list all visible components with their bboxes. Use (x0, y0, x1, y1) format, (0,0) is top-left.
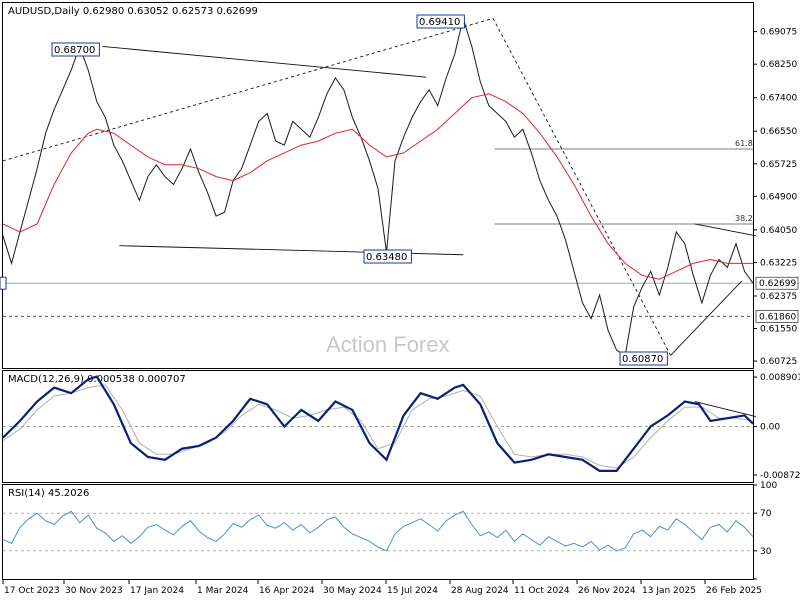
left-price-marker (0, 276, 7, 290)
low-label-1-box (363, 249, 412, 264)
watermark: Action Forex (326, 332, 450, 357)
x-axis: 17 Oct 2023 30 Nov 2023 17 Jan 2024 1 Mar 2… (2, 579, 762, 596)
high-label-1: 0.68700 (54, 45, 95, 56)
low-label-2-box (619, 351, 668, 366)
x-tick-label: 15 Jul 2024 (387, 586, 438, 596)
macd-y-tick-label: 0.008901 (760, 373, 800, 383)
x-tick-label: 13 Jan 2025 (642, 586, 696, 596)
main-y-tick-label: 0.60725 (760, 357, 797, 367)
support-price-tag: 0.61860 (759, 312, 796, 322)
current-price-tag-box (755, 276, 799, 290)
macd-panel-title: MACD(12,26,9) 0.000538 0.000707 (8, 374, 186, 385)
main-y-tick-label: 0.64050 (760, 226, 797, 236)
rsi-panel-frame (2, 484, 754, 580)
x-tick-label: 26 Feb 2025 (706, 586, 762, 596)
moving-average-line (2, 93, 753, 280)
fib-382-label: 38.2 (735, 214, 753, 223)
main-y-tick-label: 0.63225 (760, 258, 797, 268)
rsi-y-tick-label: 100 (760, 481, 777, 491)
rsi-y-tick-label: 70 (760, 509, 772, 519)
main-series (2, 16, 754, 357)
annotations: 0.68700 0.69410 0.63480 0.60870 0.62699 0.618… (0, 14, 799, 366)
rising-support-line (670, 280, 742, 356)
x-tick-label: 16 Apr 2024 (259, 586, 315, 596)
down-dotted-trendline (492, 18, 672, 356)
macd-y-tick-label: -0.008729 (760, 471, 800, 481)
low-label-1: 0.63480 (366, 252, 407, 263)
long-dotted-trendline (2, 17, 494, 162)
current-price-tag: 0.62699 (759, 279, 796, 289)
rsi-series (2, 510, 754, 552)
x-tick-label: 17 Jan 2024 (130, 586, 184, 596)
macd-y-tick-label: 0.00 (760, 423, 780, 433)
main-y-axis: 0.69075 0.68250 0.67400 0.66550 0.65725 0.649… (753, 28, 797, 367)
rsi-line (2, 510, 754, 552)
rsi-y-tick-label: 30 (760, 547, 772, 557)
falling-resistance-line (694, 223, 756, 237)
rsi-y-axis: 100 70 30 (753, 481, 777, 580)
high-label-2: 0.69410 (419, 17, 460, 28)
x-tick-label: 26 Nov 2024 (578, 586, 636, 596)
x-tick-label: 28 Aug 2024 (451, 586, 509, 596)
main-y-tick-label: 0.62375 (760, 292, 797, 302)
macd-series (2, 375, 756, 472)
main-y-tick-label: 0.64900 (760, 192, 797, 202)
macd-main-line (2, 375, 754, 472)
main-y-tick-label: 0.66550 (760, 127, 797, 137)
high-label-2-box (416, 14, 465, 29)
macd-y-axis: 0.008901 0.00 -0.008729 (753, 373, 800, 481)
x-tick-label: 11 Oct 2024 (514, 586, 570, 596)
main-panel-frame (2, 2, 754, 369)
main-y-tick-label: 0.69075 (760, 28, 797, 38)
rsi-panel-title: RSI(14) 45.2026 (8, 488, 89, 499)
macd-divergence-line (694, 401, 756, 417)
high-label-1-box (51, 42, 100, 57)
main-panel-title: AUDUSD,Daily 0.62980 0.63052 0.62573 0.6… (8, 6, 258, 17)
main-y-tick-label: 0.65725 (760, 160, 797, 170)
x-tick-label: 30 May 2024 (323, 586, 382, 596)
main-y-tick-label: 0.61550 (760, 325, 797, 335)
trendlines: 61.8 38.2 (2, 17, 756, 356)
x-tick-label: 1 Mar 2024 (197, 586, 249, 596)
macd-signal-line (2, 384, 754, 469)
price-line (2, 16, 754, 357)
main-y-tick-label: 0.68250 (760, 60, 797, 70)
low-label-2: 0.60870 (622, 354, 663, 365)
fib-618-label: 61.8 (735, 139, 753, 148)
x-tick-label: 17 Oct 2023 (4, 586, 60, 596)
main-y-tick-label: 0.67400 (760, 94, 797, 104)
support-price-tag-box (755, 310, 799, 323)
x-tick-label: 30 Nov 2023 (65, 586, 123, 596)
upper-triangle-line (102, 45, 427, 78)
